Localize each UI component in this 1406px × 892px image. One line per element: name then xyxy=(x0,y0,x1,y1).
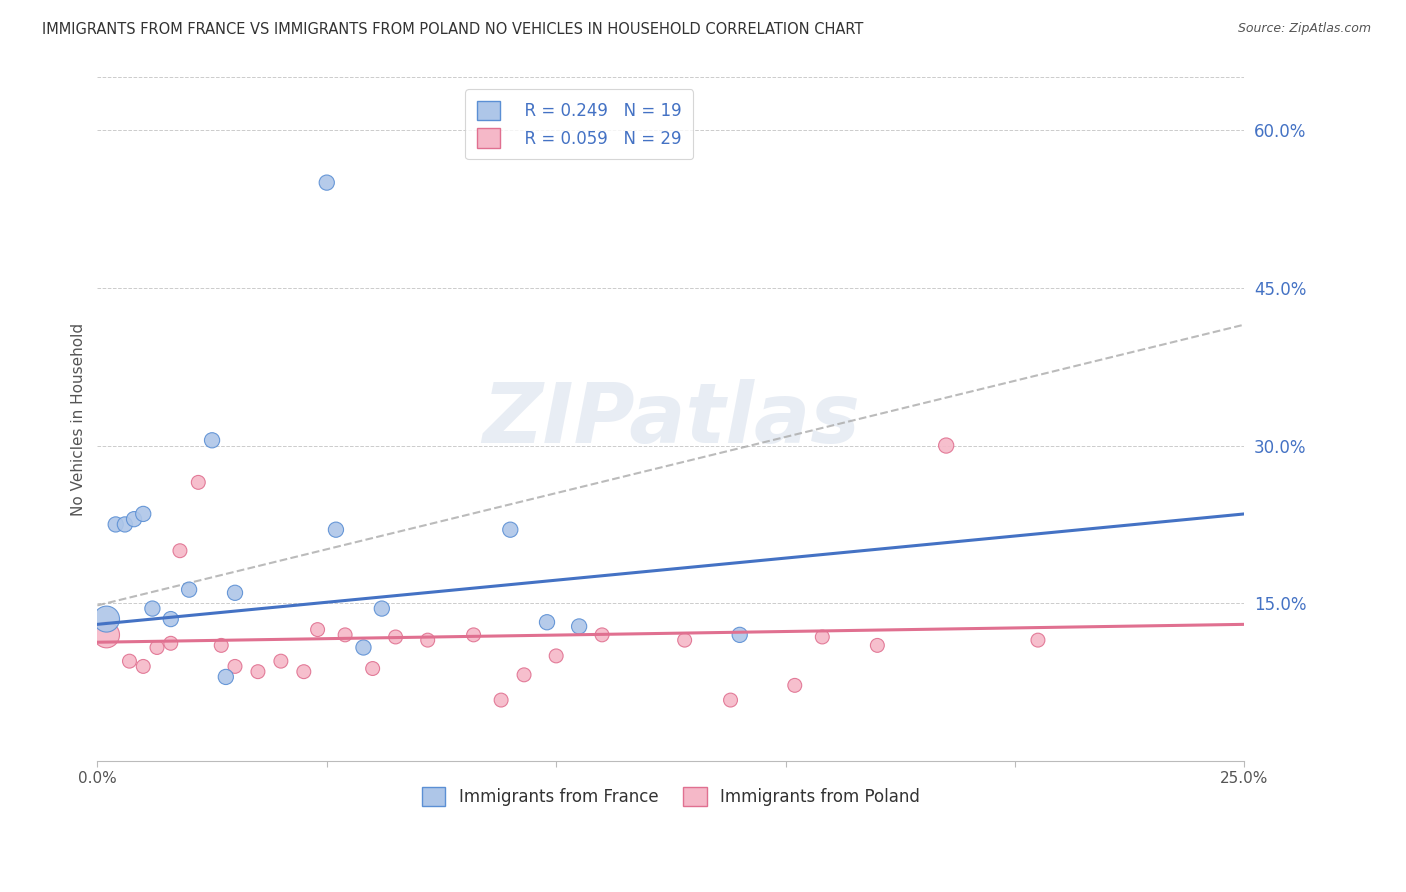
Point xyxy=(591,628,613,642)
Point xyxy=(673,633,696,648)
Point xyxy=(215,670,238,684)
Point xyxy=(513,668,536,682)
Point xyxy=(307,623,329,637)
Point xyxy=(536,615,558,630)
Point xyxy=(179,582,201,597)
Point xyxy=(416,633,439,648)
Point xyxy=(935,438,957,452)
Point xyxy=(146,640,169,655)
Point xyxy=(361,661,384,675)
Point xyxy=(333,628,356,642)
Point xyxy=(270,654,292,668)
Point xyxy=(568,619,591,633)
Point xyxy=(114,517,136,532)
Y-axis label: No Vehicles in Household: No Vehicles in Household xyxy=(72,323,86,516)
Point xyxy=(489,693,512,707)
Point xyxy=(325,523,347,537)
Text: IMMIGRANTS FROM FRANCE VS IMMIGRANTS FROM POLAND NO VEHICLES IN HOUSEHOLD CORREL: IMMIGRANTS FROM FRANCE VS IMMIGRANTS FRO… xyxy=(42,22,863,37)
Point xyxy=(315,176,337,190)
Point xyxy=(720,693,742,707)
Point xyxy=(104,517,127,532)
Point xyxy=(132,507,155,521)
Point xyxy=(499,523,522,537)
Legend: Immigrants from France, Immigrants from Poland: Immigrants from France, Immigrants from … xyxy=(413,779,928,814)
Point xyxy=(866,639,889,653)
Point xyxy=(811,630,834,644)
Text: ZIPatlas: ZIPatlas xyxy=(482,379,860,459)
Point xyxy=(159,636,181,650)
Point xyxy=(1026,633,1049,648)
Point xyxy=(463,628,485,642)
Point xyxy=(132,659,155,673)
Point xyxy=(209,639,232,653)
Point xyxy=(122,512,145,526)
Text: Source: ZipAtlas.com: Source: ZipAtlas.com xyxy=(1237,22,1371,36)
Point xyxy=(141,601,163,615)
Point xyxy=(292,665,315,679)
Point xyxy=(96,628,118,642)
Point xyxy=(246,665,269,679)
Point xyxy=(201,434,224,448)
Point xyxy=(118,654,141,668)
Point xyxy=(96,612,118,626)
Point xyxy=(159,612,181,626)
Point xyxy=(783,678,806,692)
Point xyxy=(384,630,406,644)
Point xyxy=(169,543,191,558)
Point xyxy=(187,475,209,490)
Point xyxy=(728,628,751,642)
Point xyxy=(224,659,246,673)
Point xyxy=(224,586,246,600)
Point xyxy=(371,601,394,615)
Point xyxy=(353,640,375,655)
Point xyxy=(546,648,568,663)
